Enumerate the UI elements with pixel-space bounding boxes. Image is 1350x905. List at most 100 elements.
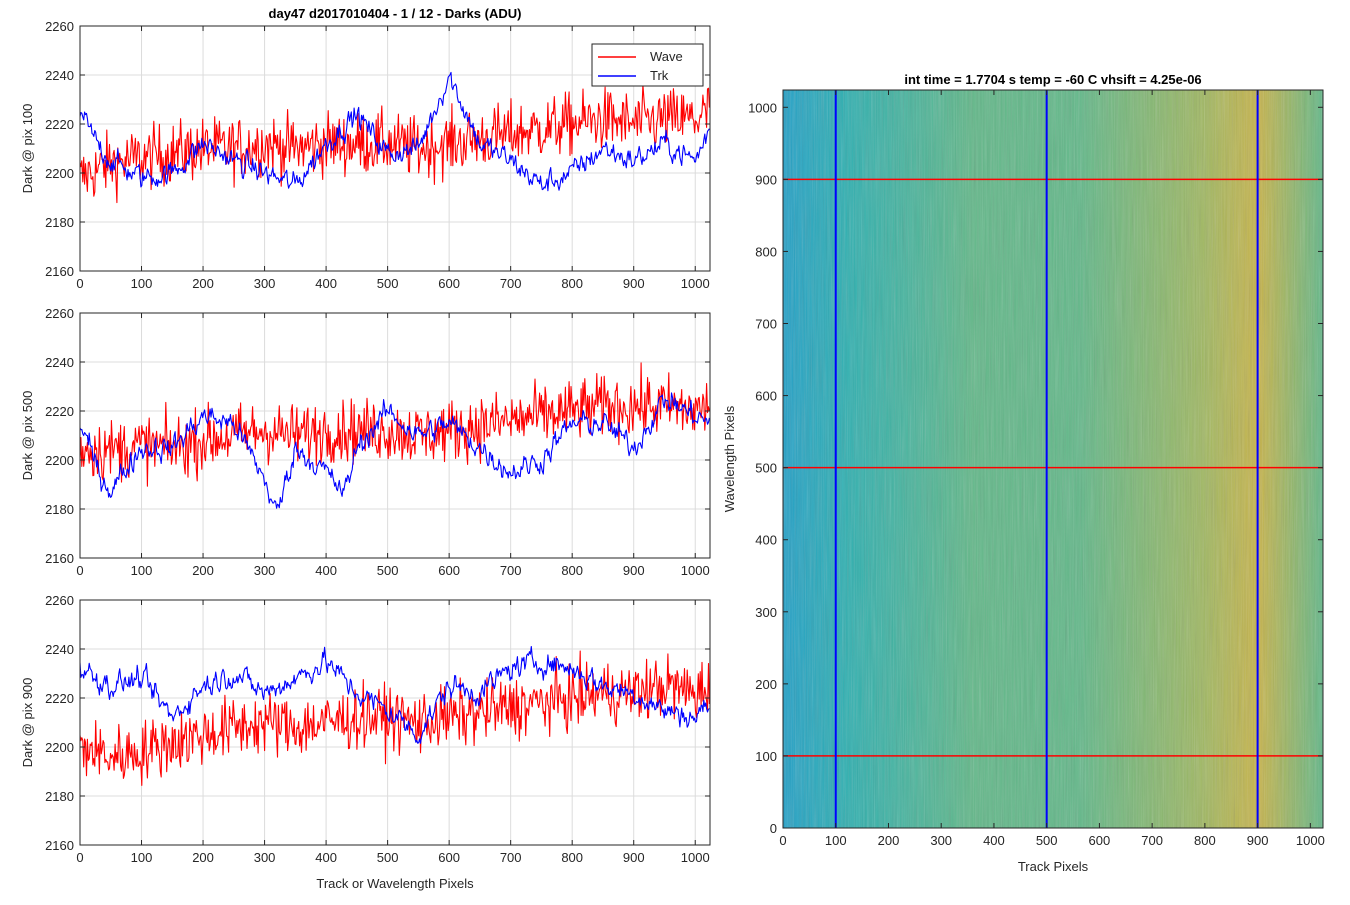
x-tick-label: 700 bbox=[500, 276, 522, 291]
x-tick-label: 100 bbox=[131, 276, 153, 291]
x-tick-label: 0 bbox=[76, 563, 83, 578]
y-tick-label: 2200 bbox=[45, 166, 74, 181]
heatmap-title: int time = 1.7704 s temp = -60 C vhsift … bbox=[904, 72, 1201, 87]
x-tick-label: 1000 bbox=[681, 850, 710, 865]
y-tick-label: 2220 bbox=[45, 117, 74, 132]
series-line-trk bbox=[80, 71, 710, 192]
y-tick-label: 2180 bbox=[45, 215, 74, 230]
series-line-wave bbox=[80, 362, 710, 487]
x-axis-label: Track Pixels bbox=[1018, 859, 1089, 874]
y-tick-label: 2260 bbox=[45, 19, 74, 34]
x-tick-label: 700 bbox=[500, 850, 522, 865]
y-tick-label: 2220 bbox=[45, 404, 74, 419]
x-axis-label: Track or Wavelength Pixels bbox=[316, 876, 474, 891]
x-tick-label: 700 bbox=[500, 563, 522, 578]
series-line-trk bbox=[80, 645, 710, 744]
x-tick-label: 100 bbox=[131, 850, 153, 865]
x-tick-label: 0 bbox=[76, 276, 83, 291]
y-tick-label: 400 bbox=[755, 533, 777, 548]
x-tick-label: 300 bbox=[930, 833, 952, 848]
figure-title: day47 d2017010404 - 1 / 12 - Darks (ADU) bbox=[269, 6, 522, 21]
line-plot-pix-500: 0 100 200 300 400 500 600 700 800 900 1000 2160 2180… bbox=[20, 306, 711, 578]
x-tick-label: 700 bbox=[1141, 833, 1163, 848]
x-tick-label: 800 bbox=[561, 563, 583, 578]
x-tick-label: 400 bbox=[983, 833, 1005, 848]
y-tick-label: 900 bbox=[755, 172, 777, 187]
series-group bbox=[80, 71, 710, 204]
line-plot-pix-900: 0 100 200 300 400 500 600 700 800 900 1000 2160 2180… bbox=[20, 593, 711, 891]
y-tick-label: 2200 bbox=[45, 740, 74, 755]
y-tick-label: 600 bbox=[755, 389, 777, 404]
y-axis-label: Dark @ pix 100 bbox=[20, 104, 35, 194]
y-tick-label: 700 bbox=[755, 317, 777, 332]
line-plot-pix-100: 0 100 200 300 400 500 600 700 800 900 1000 2160 2180… bbox=[20, 19, 711, 291]
y-tick-label: 500 bbox=[755, 461, 777, 476]
x-tick-label: 600 bbox=[438, 850, 460, 865]
x-tick-label: 0 bbox=[76, 850, 83, 865]
x-tick-label: 500 bbox=[377, 276, 399, 291]
y-tick-label: 2260 bbox=[45, 593, 74, 608]
x-tick-label: 800 bbox=[561, 850, 583, 865]
y-tick-label: 2220 bbox=[45, 691, 74, 706]
x-tick-label: 500 bbox=[1036, 833, 1058, 848]
legend-label-trk: Trk bbox=[650, 68, 669, 83]
x-tick-label: 0 bbox=[779, 833, 786, 848]
series-group bbox=[80, 362, 710, 509]
series-line-trk bbox=[80, 392, 710, 509]
y-tick-label: 2180 bbox=[45, 502, 74, 517]
y-tick-label: 1000 bbox=[748, 100, 777, 115]
y-axis-label: Dark @ pix 900 bbox=[20, 678, 35, 768]
x-tick-label: 1000 bbox=[1296, 833, 1325, 848]
y-tick-label: 300 bbox=[755, 605, 777, 620]
x-tick-label: 800 bbox=[561, 276, 583, 291]
x-tick-label: 200 bbox=[192, 563, 214, 578]
x-tick-label: 100 bbox=[825, 833, 847, 848]
series-line-wave bbox=[80, 84, 710, 204]
y-tick-label: 2240 bbox=[45, 642, 74, 657]
axes-box bbox=[79, 312, 711, 559]
x-tick-label: 1000 bbox=[681, 563, 710, 578]
x-tick-label: 200 bbox=[192, 850, 214, 865]
legend-box bbox=[591, 43, 704, 87]
x-tick-label: 400 bbox=[315, 850, 337, 865]
y-tick-label: 2160 bbox=[45, 838, 74, 853]
y-tick-label: 2260 bbox=[45, 306, 74, 321]
x-tick-label: 200 bbox=[192, 276, 214, 291]
y-tick-label: 2200 bbox=[45, 453, 74, 468]
dark-frame-heatmap: 0 100 200 300 400 500 600 700 800 900 1000 0 100 200 3… bbox=[722, 72, 1325, 874]
y-tick-label: 100 bbox=[755, 749, 777, 764]
axes-box bbox=[79, 25, 711, 272]
x-tick-label: 400 bbox=[315, 563, 337, 578]
x-tick-label: 600 bbox=[1089, 833, 1111, 848]
series-line-wave bbox=[80, 650, 710, 786]
y-axis-label: Wavelength Pixels bbox=[722, 405, 737, 512]
y-tick-label: 2240 bbox=[45, 68, 74, 83]
x-tick-label: 100 bbox=[131, 563, 153, 578]
axes-box bbox=[782, 89, 1324, 829]
x-tick-label: 900 bbox=[623, 563, 645, 578]
heatmap-noise bbox=[783, 90, 1323, 828]
y-tick-label: 0 bbox=[770, 821, 777, 836]
x-tick-label: 400 bbox=[315, 276, 337, 291]
x-tick-label: 500 bbox=[377, 563, 399, 578]
axes-box bbox=[79, 599, 711, 846]
x-tick-label: 900 bbox=[623, 276, 645, 291]
series-group bbox=[80, 645, 710, 786]
y-tick-label: 800 bbox=[755, 244, 777, 259]
x-tick-label: 300 bbox=[254, 276, 276, 291]
x-tick-label: 300 bbox=[254, 850, 276, 865]
y-tick-label: 200 bbox=[755, 677, 777, 692]
x-tick-label: 1000 bbox=[681, 276, 710, 291]
y-axis-label: Dark @ pix 500 bbox=[20, 391, 35, 481]
x-tick-label: 500 bbox=[377, 850, 399, 865]
x-tick-label: 900 bbox=[1247, 833, 1269, 848]
legend-label-wave: Wave bbox=[650, 49, 683, 64]
y-tick-label: 2160 bbox=[45, 264, 74, 279]
y-tick-label: 2160 bbox=[45, 551, 74, 566]
y-tick-label: 2180 bbox=[45, 789, 74, 804]
x-tick-label: 600 bbox=[438, 563, 460, 578]
x-tick-label: 600 bbox=[438, 276, 460, 291]
x-tick-label: 300 bbox=[254, 563, 276, 578]
